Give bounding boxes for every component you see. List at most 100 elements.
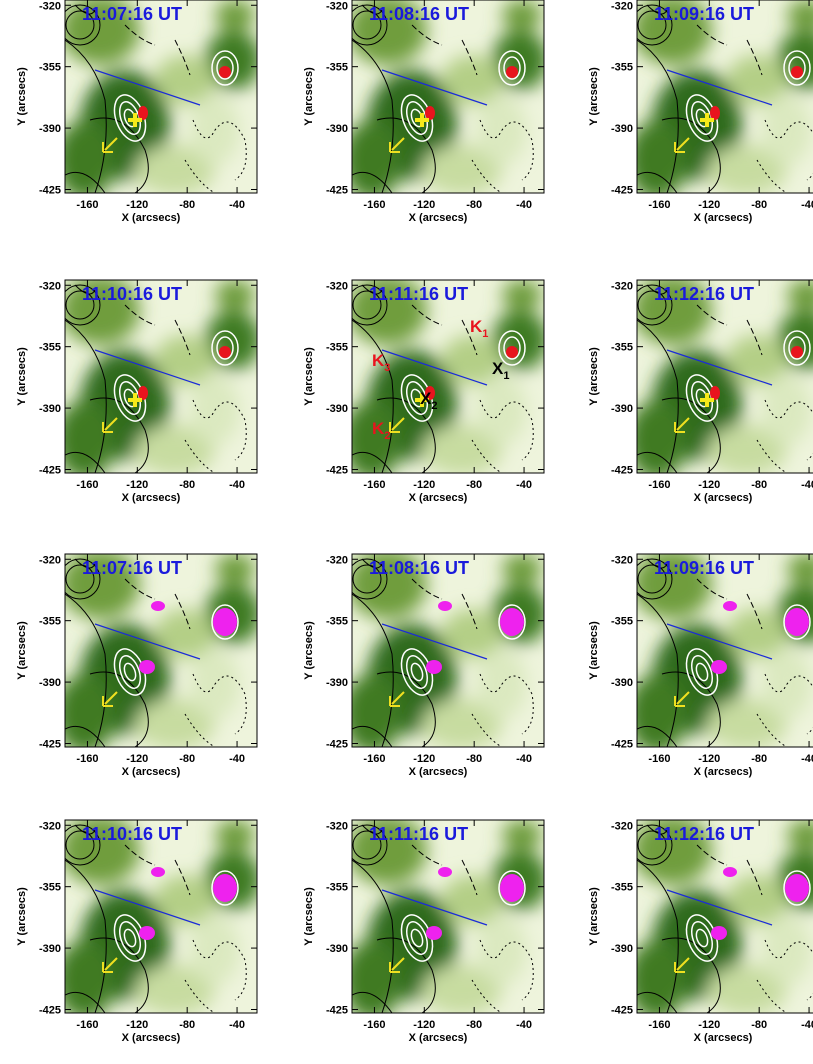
y-tick-label: -425 <box>39 464 61 476</box>
y-tick-label: -355 <box>611 616 633 628</box>
x-tick-label: -160 <box>76 199 98 211</box>
x-tick-label: -40 <box>801 753 813 765</box>
x-tick-label: -120 <box>126 1019 148 1031</box>
y-axis-label: Y (arcsecs) <box>16 67 28 126</box>
annotation-subscript: 1 <box>503 370 509 382</box>
x-tick-label: -40 <box>801 199 813 211</box>
x-tick-label: -160 <box>363 1019 385 1031</box>
annotation-text: X <box>492 359 504 378</box>
y-tick-label: -320 <box>326 280 348 292</box>
x-tick-label: -40 <box>801 1019 813 1031</box>
x-tick-label: -80 <box>179 479 195 491</box>
x-axis-label: X (arcsecs) <box>409 766 468 778</box>
background-image <box>55 0 261 200</box>
x-tick-label: -120 <box>413 753 435 765</box>
background-image <box>55 815 261 1020</box>
frame <box>64 279 258 474</box>
annotation: X2 <box>420 389 437 412</box>
x-tick-label: -120 <box>698 753 720 765</box>
background-image <box>342 815 548 1020</box>
frame <box>351 819 545 1014</box>
x-tick-label: -80 <box>751 479 767 491</box>
y-tick-label: -355 <box>39 616 61 628</box>
frame <box>64 0 258 194</box>
x-tick-label: -40 <box>229 479 245 491</box>
frame <box>351 0 545 194</box>
x-tick-label: -40 <box>229 1019 245 1031</box>
annotation-text: K <box>470 317 483 336</box>
background-image <box>627 815 813 1020</box>
y-tick-label: -390 <box>326 943 348 955</box>
panel-title: 11:10:16 UT <box>82 824 182 844</box>
x-tick-label: -120 <box>413 1019 435 1031</box>
panel-title: 11:11:16 UT <box>369 824 468 844</box>
x-tick-label: -80 <box>751 199 767 211</box>
x-tick-label: -120 <box>413 479 435 491</box>
y-axis-label: Y (arcsecs) <box>588 887 600 946</box>
y-tick-label: -390 <box>611 123 633 135</box>
x-axis-label: X (arcsecs) <box>122 492 181 504</box>
panel-title: 11:07:16 UT <box>82 558 182 578</box>
y-tick-label: -320 <box>39 0 61 12</box>
y-tick-label: -320 <box>611 0 633 12</box>
y-tick-label: -320 <box>611 820 633 832</box>
y-tick-label: -425 <box>611 738 633 750</box>
x-tick-label: -160 <box>363 753 385 765</box>
y-tick-label: -390 <box>39 943 61 955</box>
image <box>342 0 548 200</box>
y-tick-label: -425 <box>326 184 348 196</box>
y-tick-label: -390 <box>39 403 61 415</box>
annotation-subscript: 2 <box>384 430 390 442</box>
x-axis-label: X (arcsecs) <box>694 766 753 778</box>
background-image <box>342 0 548 200</box>
background-image <box>627 275 813 480</box>
x-axis-label: X (arcsecs) <box>122 212 181 224</box>
x-tick-label: -40 <box>516 1019 532 1031</box>
image <box>627 275 813 480</box>
y-tick-label: -355 <box>39 342 61 354</box>
x-tick-label: -80 <box>179 1019 195 1031</box>
panel-title: 11:07:16 UT <box>82 4 182 24</box>
frame <box>351 553 545 748</box>
panel-title: 11:08:16 UT <box>369 558 469 578</box>
x-tick-label: -40 <box>516 753 532 765</box>
frame <box>351 279 545 474</box>
panel: -160 -120 -80 -40 -320 -355 -390 -425 X (arcsecs… <box>588 0 813 224</box>
y-tick-label: -425 <box>39 1004 61 1016</box>
x-tick-label: -40 <box>516 479 532 491</box>
y-tick-label: -390 <box>326 403 348 415</box>
background-image <box>342 275 548 480</box>
y-axis-label: Y (arcsecs) <box>588 67 600 126</box>
image <box>627 549 813 754</box>
frame <box>64 553 258 748</box>
panel: -160 -120 -80 -40 -320 -355 -390 -425 X (arcsecs… <box>303 0 548 224</box>
y-tick-label: -355 <box>611 342 633 354</box>
y-tick-label: -390 <box>611 677 633 689</box>
panel: -160 -120 -80 -40 -320 -355 -390 -425 X (arcsecs… <box>16 0 261 224</box>
x-axis-label: X (arcsecs) <box>694 1032 753 1044</box>
y-tick-label: -425 <box>39 738 61 750</box>
x-tick-label: -40 <box>516 199 532 211</box>
frame <box>636 279 813 474</box>
y-tick-label: -320 <box>326 554 348 566</box>
y-tick-label: -355 <box>326 342 348 354</box>
image <box>342 815 548 1020</box>
x-axis-label: X (arcsecs) <box>694 212 753 224</box>
panel: -160 -120 -80 -40 -320 -355 -390 -425 X (arcsecs… <box>588 275 813 504</box>
y-tick-label: -320 <box>611 280 633 292</box>
image <box>55 0 261 200</box>
annotation-text: K <box>372 419 385 438</box>
x-tick-label: -160 <box>76 479 98 491</box>
frame <box>636 553 813 748</box>
x-tick-label: -120 <box>126 753 148 765</box>
background-image <box>55 275 261 480</box>
image <box>55 549 261 754</box>
y-axis-label: Y (arcsecs) <box>303 347 315 406</box>
y-tick-label: -320 <box>611 554 633 566</box>
frame <box>636 0 813 194</box>
annotation-text: K <box>372 351 385 370</box>
y-tick-label: -425 <box>611 184 633 196</box>
background-image <box>55 549 261 754</box>
